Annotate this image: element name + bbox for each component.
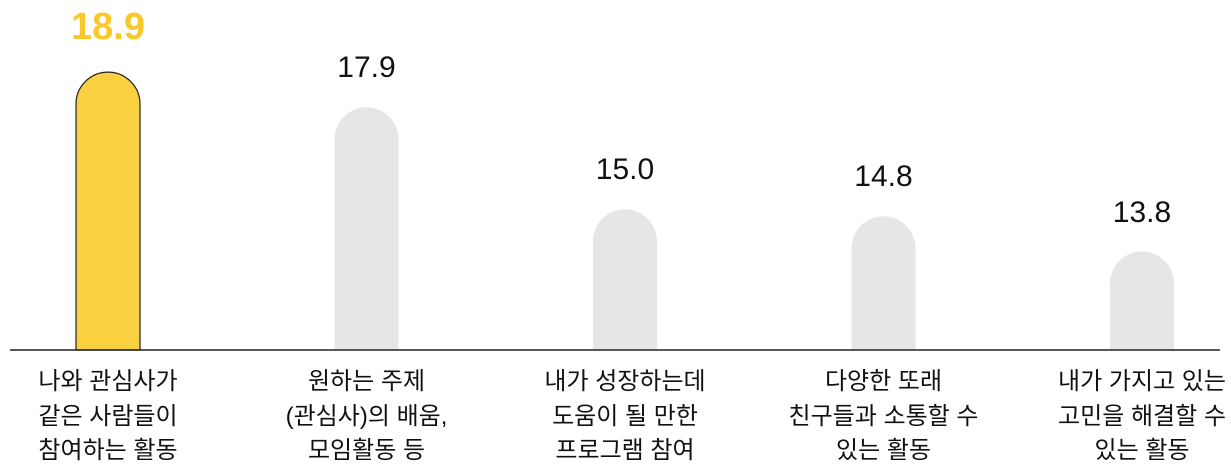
bar: [851, 216, 916, 350]
x-tick-label: 원하는 주제 (관심사)의 배움, 모임활동 등: [285, 368, 448, 464]
x-tick-label: 다양한 또래 친구들과 소통할 수 있는 활동: [788, 368, 979, 464]
value-label: 15.0: [595, 153, 655, 187]
value-label: 18.9: [71, 6, 145, 49]
x-tick-label: 나와 관심사가 같은 사람들이 참여하는 활동: [38, 368, 178, 464]
bar: [75, 71, 141, 351]
value-label: 14.8: [854, 160, 913, 194]
bar: [334, 107, 399, 350]
bar: [1110, 251, 1174, 350]
value-label: 13.8: [1112, 195, 1172, 229]
x-tick-label: 내가 가지고 있는 고민을 해결할 수 있는 활동: [1058, 368, 1226, 464]
x-tick-label: 내가 성장하는데 도움이 될 만한 프로그램 참여: [544, 368, 706, 464]
value-label: 17.9: [337, 51, 396, 85]
bar: [593, 209, 657, 350]
